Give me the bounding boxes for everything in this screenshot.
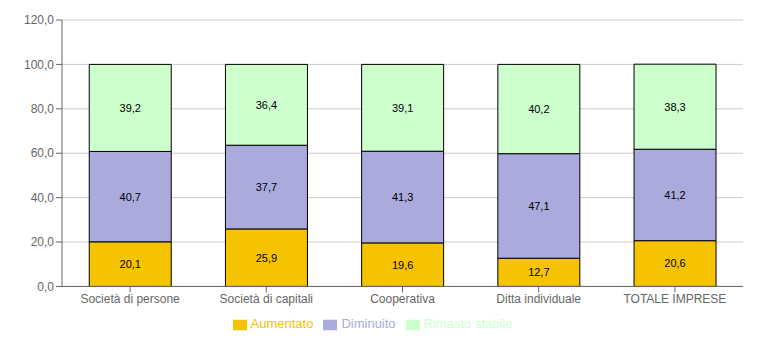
svg-text:60,0: 60,0 [31, 146, 55, 160]
svg-text:47,1: 47,1 [528, 200, 549, 212]
svg-text:0,0: 0,0 [37, 280, 54, 294]
svg-text:Cooperativa: Cooperativa [370, 292, 435, 306]
html-text:Aumentato: Aumentato [250, 316, 314, 332]
svg-text:36,4: 36,4 [256, 99, 277, 111]
svg-text:37,7: 37,7 [256, 181, 277, 193]
svg-text:19,6: 19,6 [392, 259, 413, 271]
html-text:Rimasto stabile: Rimasto stabile [423, 316, 513, 332]
svg-text:40,2: 40,2 [528, 103, 549, 115]
svg-text:Società di persone: Società di persone [80, 292, 180, 306]
svg-text:20,1: 20,1 [120, 258, 141, 270]
svg-text:41,3: 41,3 [392, 191, 413, 203]
svg-text:20,6: 20,6 [664, 257, 685, 269]
svg-text:Società di capitali: Società di capitali [220, 292, 313, 306]
svg-text:120,0: 120,0 [24, 13, 54, 27]
svg-text:100,0: 100,0 [24, 58, 54, 72]
svg-text:41,2: 41,2 [664, 189, 685, 201]
svg-text:TOTALE IMPRESE: TOTALE IMPRESE [623, 292, 726, 306]
svg-text:39,1: 39,1 [392, 102, 413, 114]
svg-text:40,7: 40,7 [120, 191, 141, 203]
html-text:Diminuito: Diminuito [341, 316, 396, 332]
svg-text:38,3: 38,3 [664, 101, 685, 113]
svg-text:Ditta individuale: Ditta individuale [496, 292, 581, 306]
svg-text:80,0: 80,0 [31, 102, 55, 116]
svg-text:40,0: 40,0 [31, 191, 55, 205]
svg-text:12,7: 12,7 [528, 266, 549, 278]
svg-text:25,9: 25,9 [256, 252, 277, 264]
svg-text:39,2: 39,2 [120, 102, 141, 114]
svg-text:20,0: 20,0 [31, 235, 55, 249]
